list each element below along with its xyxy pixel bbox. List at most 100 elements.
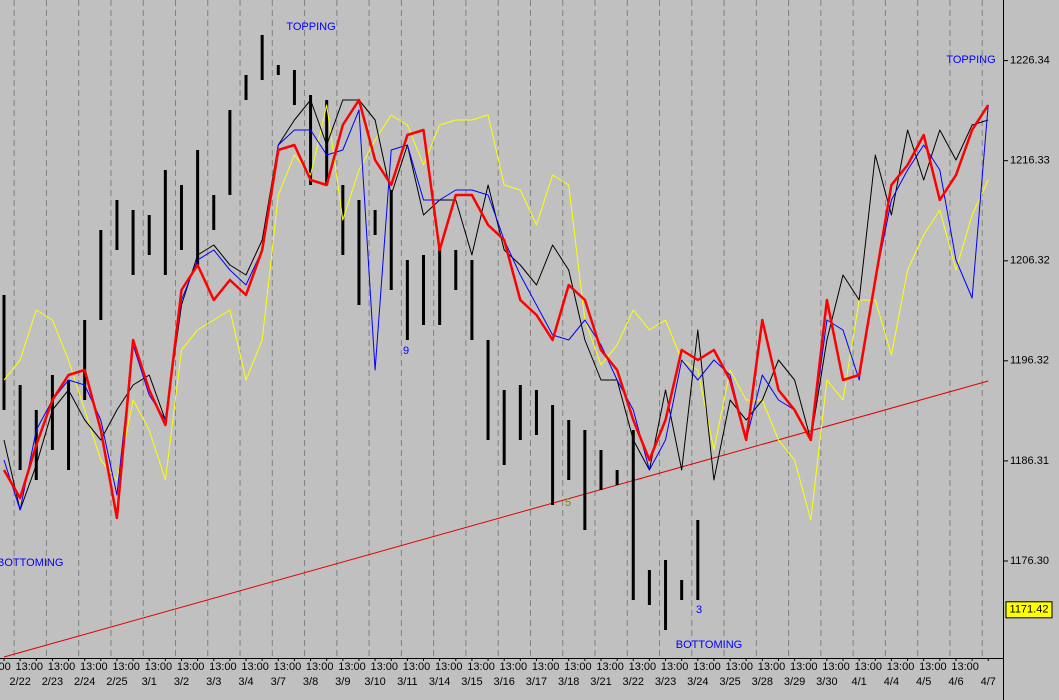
x-tick-label: 3/28 bbox=[752, 676, 773, 688]
price-bar bbox=[276, 65, 280, 75]
x-tick-label: 3/24 bbox=[687, 676, 708, 688]
price-bar bbox=[228, 110, 232, 195]
price-bar bbox=[405, 260, 409, 340]
x-tick-label: 4/4 bbox=[884, 676, 899, 688]
x-tick-label: 13:00 bbox=[500, 661, 528, 673]
price-bar bbox=[18, 385, 22, 470]
y-tick-label: 1226.34 bbox=[1010, 55, 1050, 67]
x-tick-label: 2/24 bbox=[74, 676, 95, 688]
x-tick-label: 4/7 bbox=[981, 676, 996, 688]
x-tick-label: 13:00 bbox=[112, 661, 140, 673]
trend-line bbox=[3, 380, 989, 658]
price-bar bbox=[2, 295, 6, 410]
x-tick-label: 13:00 bbox=[241, 661, 269, 673]
x-tick-label: 3/2 bbox=[174, 676, 189, 688]
price-bar bbox=[567, 420, 571, 480]
x-tick-label: 13:00 bbox=[145, 661, 173, 673]
annotation: BOTTOMING bbox=[676, 639, 742, 651]
x-tick-label: 3/3 bbox=[206, 676, 221, 688]
x-tick-label: 3/15 bbox=[461, 676, 482, 688]
x-tick-label: 13:00 bbox=[16, 661, 44, 673]
x-tick-label: 3/10 bbox=[364, 676, 385, 688]
price-bar bbox=[647, 570, 651, 605]
price-bar bbox=[373, 210, 377, 235]
y-tick-label: 1206.32 bbox=[1010, 255, 1050, 267]
price-bar bbox=[518, 385, 522, 440]
price-bar bbox=[696, 520, 700, 600]
price-bar bbox=[631, 430, 635, 600]
x-tick-label: 13:00 bbox=[274, 661, 302, 673]
y-tick-label: 1186.31 bbox=[1010, 455, 1049, 467]
x-tick-label: 3/16 bbox=[493, 676, 514, 688]
x-tick-label: 13:00 bbox=[790, 661, 818, 673]
x-tick-label: 13:00 bbox=[48, 661, 76, 673]
x-tick-label: 13:00 bbox=[855, 661, 883, 673]
x-tick-label: 13:00 bbox=[435, 661, 463, 673]
price-bar bbox=[422, 255, 426, 325]
x-tick-label: 3/14 bbox=[429, 676, 450, 688]
price-bar bbox=[534, 390, 538, 435]
x-tick-label: 13:00 bbox=[596, 661, 624, 673]
annotation: 3 bbox=[696, 604, 702, 616]
price-bar bbox=[615, 470, 619, 485]
price-bar bbox=[680, 580, 684, 600]
price-bar bbox=[260, 35, 264, 80]
x-tick-label: 3/17 bbox=[526, 676, 547, 688]
x-tick-label: 13:00 bbox=[951, 661, 979, 673]
price-bar bbox=[83, 320, 87, 400]
x-tick-label: 3/25 bbox=[719, 676, 740, 688]
price-bar bbox=[163, 170, 167, 275]
x-tick-label: 3/4 bbox=[238, 676, 253, 688]
x-tick-label: 13:00 bbox=[80, 661, 108, 673]
x-tick-label: 3/21 bbox=[590, 676, 611, 688]
x-tick-label: 13:00 bbox=[467, 661, 495, 673]
price-bar bbox=[292, 70, 296, 105]
x-tick-label: 2/22 bbox=[9, 676, 30, 688]
x-tick-label: 3/11 bbox=[397, 676, 418, 688]
x-tick-label: 4/6 bbox=[948, 676, 963, 688]
x-tick-label: 3/18 bbox=[558, 676, 579, 688]
price-bar bbox=[244, 75, 248, 100]
x-tick-label: 13:00 bbox=[887, 661, 915, 673]
price-bar bbox=[470, 260, 474, 340]
x-tick-label: 13:00 bbox=[661, 661, 689, 673]
x-tick-label: 13:00 bbox=[822, 661, 850, 673]
x-tick-label: 3/9 bbox=[335, 676, 350, 688]
x-tick-label: 13:00 bbox=[564, 661, 592, 673]
x-tick-label: 3/30 bbox=[816, 676, 837, 688]
x-tick-label: 13:00 bbox=[725, 661, 753, 673]
series-line bbox=[2, 98, 990, 520]
x-tick-label: 3/7 bbox=[271, 676, 286, 688]
x-tick-label: 13:00 bbox=[209, 661, 237, 673]
price-bar bbox=[196, 150, 200, 265]
x-tick-label: 13:00 bbox=[693, 661, 721, 673]
price-bar bbox=[438, 245, 442, 325]
x-tick-label: 3/1 bbox=[142, 676, 157, 688]
x-tick-label: 3/8 bbox=[303, 676, 318, 688]
x-tick-label: 13:00 bbox=[532, 661, 560, 673]
y-tick-label: 1216.33 bbox=[1010, 155, 1050, 167]
x-tick-label: 3/22 bbox=[623, 676, 644, 688]
price-bar bbox=[115, 200, 119, 250]
price-bar bbox=[147, 215, 151, 255]
price-bar bbox=[212, 195, 216, 230]
annotation: TOPPING bbox=[286, 21, 335, 33]
price-bar bbox=[325, 100, 329, 185]
x-tick-label: 13:00 bbox=[629, 661, 657, 673]
price-bar bbox=[357, 200, 361, 305]
price-bar bbox=[309, 95, 313, 185]
annotation: 5 bbox=[565, 497, 571, 509]
annotation: 9 bbox=[403, 345, 409, 357]
price-bar bbox=[50, 375, 54, 450]
x-tick-label: 4/1 bbox=[852, 676, 867, 688]
price-bar bbox=[389, 190, 393, 290]
x-tick-label: 13:00 bbox=[370, 661, 398, 673]
price-bar bbox=[664, 560, 668, 630]
x-tick-label: 13:00 bbox=[177, 661, 205, 673]
x-tick-label: 4/5 bbox=[916, 676, 931, 688]
y-tick-label: 1176.30 bbox=[1010, 555, 1049, 567]
x-tick-label: 13:00 bbox=[0, 661, 11, 673]
series-line bbox=[3, 104, 989, 521]
